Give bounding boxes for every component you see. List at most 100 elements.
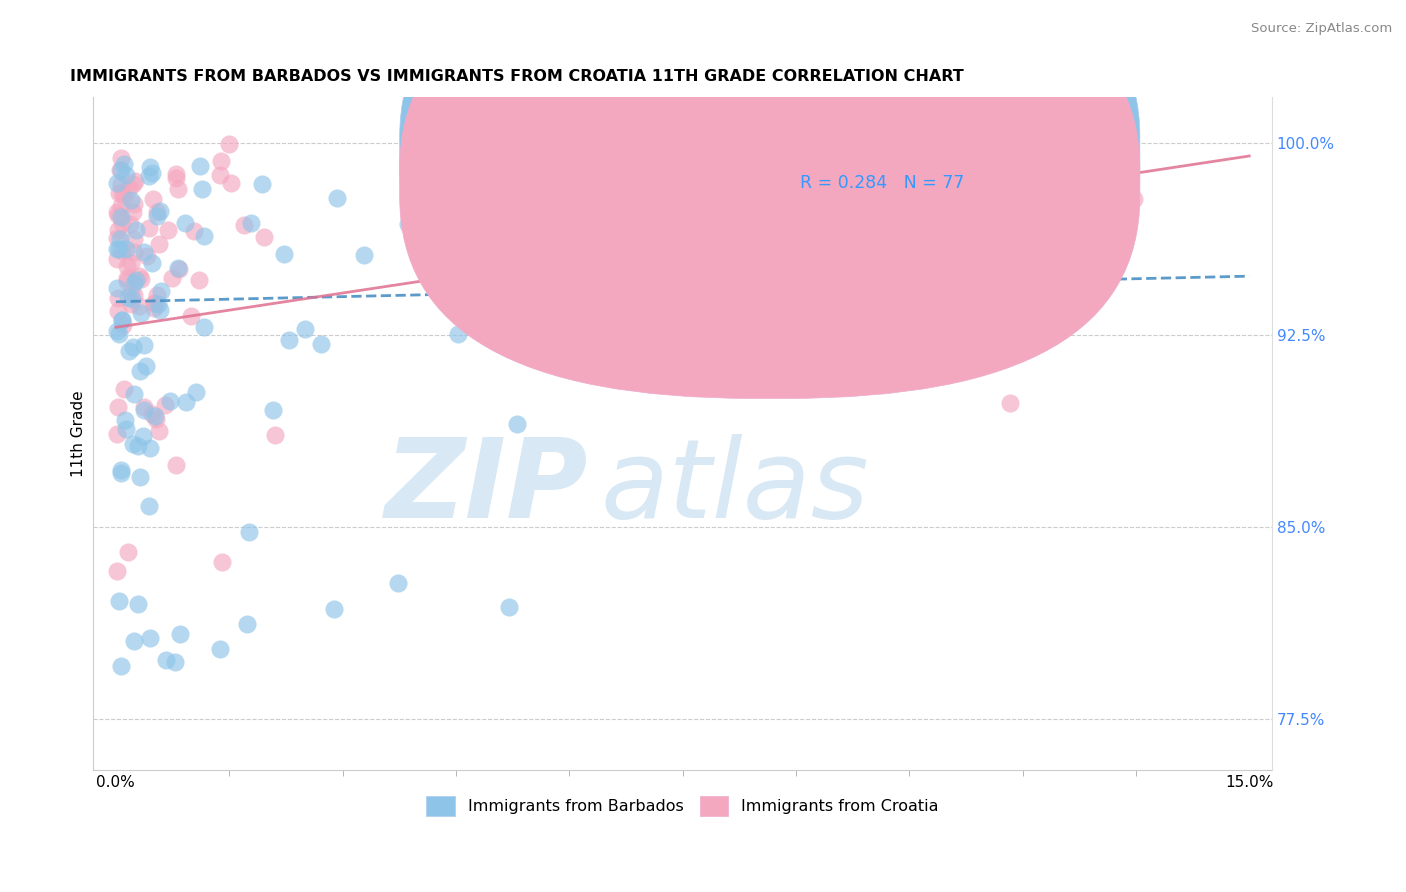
FancyBboxPatch shape — [735, 124, 1112, 208]
Point — [141, 166, 163, 180]
Point — [143, 409, 166, 424]
Legend: Immigrants from Barbados, Immigrants from Croatia: Immigrants from Barbados, Immigrants fro… — [420, 790, 945, 822]
Point — [143, 296, 166, 310]
Point — [112, 157, 135, 171]
Point — [120, 285, 142, 300]
Point — [160, 271, 183, 285]
Point — [111, 318, 134, 332]
Point — [117, 273, 139, 287]
Point — [115, 168, 138, 182]
Point — [193, 320, 215, 334]
Point — [139, 631, 162, 645]
Point — [187, 273, 209, 287]
Point — [105, 281, 128, 295]
Point — [110, 199, 132, 213]
Point — [105, 252, 128, 266]
Point — [145, 205, 167, 219]
Point — [111, 186, 134, 201]
Point — [110, 659, 132, 673]
Point — [146, 209, 169, 223]
Point — [240, 216, 263, 230]
Point — [132, 338, 155, 352]
Point — [128, 299, 150, 313]
Point — [107, 223, 129, 237]
Point — [107, 208, 129, 222]
Point — [387, 576, 409, 591]
Point — [148, 425, 170, 439]
Point — [148, 237, 170, 252]
Point — [110, 151, 132, 165]
Point — [134, 400, 156, 414]
Point — [117, 290, 139, 304]
Point — [186, 385, 208, 400]
Point — [122, 287, 145, 301]
Point — [121, 340, 143, 354]
Y-axis label: 11th Grade: 11th Grade — [72, 390, 86, 476]
Point — [180, 309, 202, 323]
Point — [149, 285, 172, 299]
Point — [120, 256, 142, 270]
Point — [110, 210, 132, 224]
Point — [236, 617, 259, 632]
Point — [219, 176, 242, 190]
Point — [108, 163, 131, 178]
Point — [115, 422, 138, 436]
Point — [105, 324, 128, 338]
Point — [121, 204, 143, 219]
Point — [111, 313, 134, 327]
Point — [122, 245, 145, 260]
Point — [108, 232, 131, 246]
Point — [121, 437, 143, 451]
Point — [1045, 241, 1067, 255]
Point — [183, 224, 205, 238]
Text: Source: ZipAtlas.com: Source: ZipAtlas.com — [1251, 22, 1392, 36]
Point — [169, 261, 191, 276]
Point — [124, 223, 146, 237]
Point — [998, 395, 1021, 409]
Point — [188, 159, 211, 173]
Point — [128, 470, 150, 484]
Point — [127, 439, 149, 453]
Point — [105, 565, 128, 579]
FancyBboxPatch shape — [399, 0, 1140, 367]
Point — [446, 327, 468, 342]
Point — [118, 344, 141, 359]
Point — [107, 303, 129, 318]
Point — [122, 634, 145, 648]
Point — [105, 243, 128, 257]
Point — [209, 153, 232, 168]
Point — [142, 192, 165, 206]
Point — [165, 170, 187, 185]
Point — [218, 136, 240, 151]
Point — [166, 182, 188, 196]
Point — [156, 223, 179, 237]
Point — [873, 279, 896, 293]
Point — [105, 205, 128, 219]
Point — [153, 399, 176, 413]
Point — [112, 189, 135, 203]
Point — [506, 417, 529, 431]
Point — [111, 244, 134, 258]
Point — [138, 169, 160, 183]
Point — [145, 296, 167, 310]
Point — [146, 287, 169, 301]
Point — [121, 293, 143, 307]
Point — [122, 197, 145, 211]
Point — [142, 301, 165, 316]
Point — [121, 178, 143, 192]
Point — [209, 642, 232, 657]
Point — [105, 427, 128, 442]
Point — [141, 408, 163, 422]
Point — [124, 174, 146, 188]
Point — [120, 218, 142, 232]
Point — [110, 463, 132, 477]
Point — [115, 259, 138, 273]
Point — [112, 382, 135, 396]
Point — [105, 177, 128, 191]
Point — [132, 429, 155, 443]
Point — [169, 626, 191, 640]
Point — [125, 273, 148, 287]
Point — [165, 167, 187, 181]
Point — [262, 403, 284, 417]
Point — [294, 322, 316, 336]
